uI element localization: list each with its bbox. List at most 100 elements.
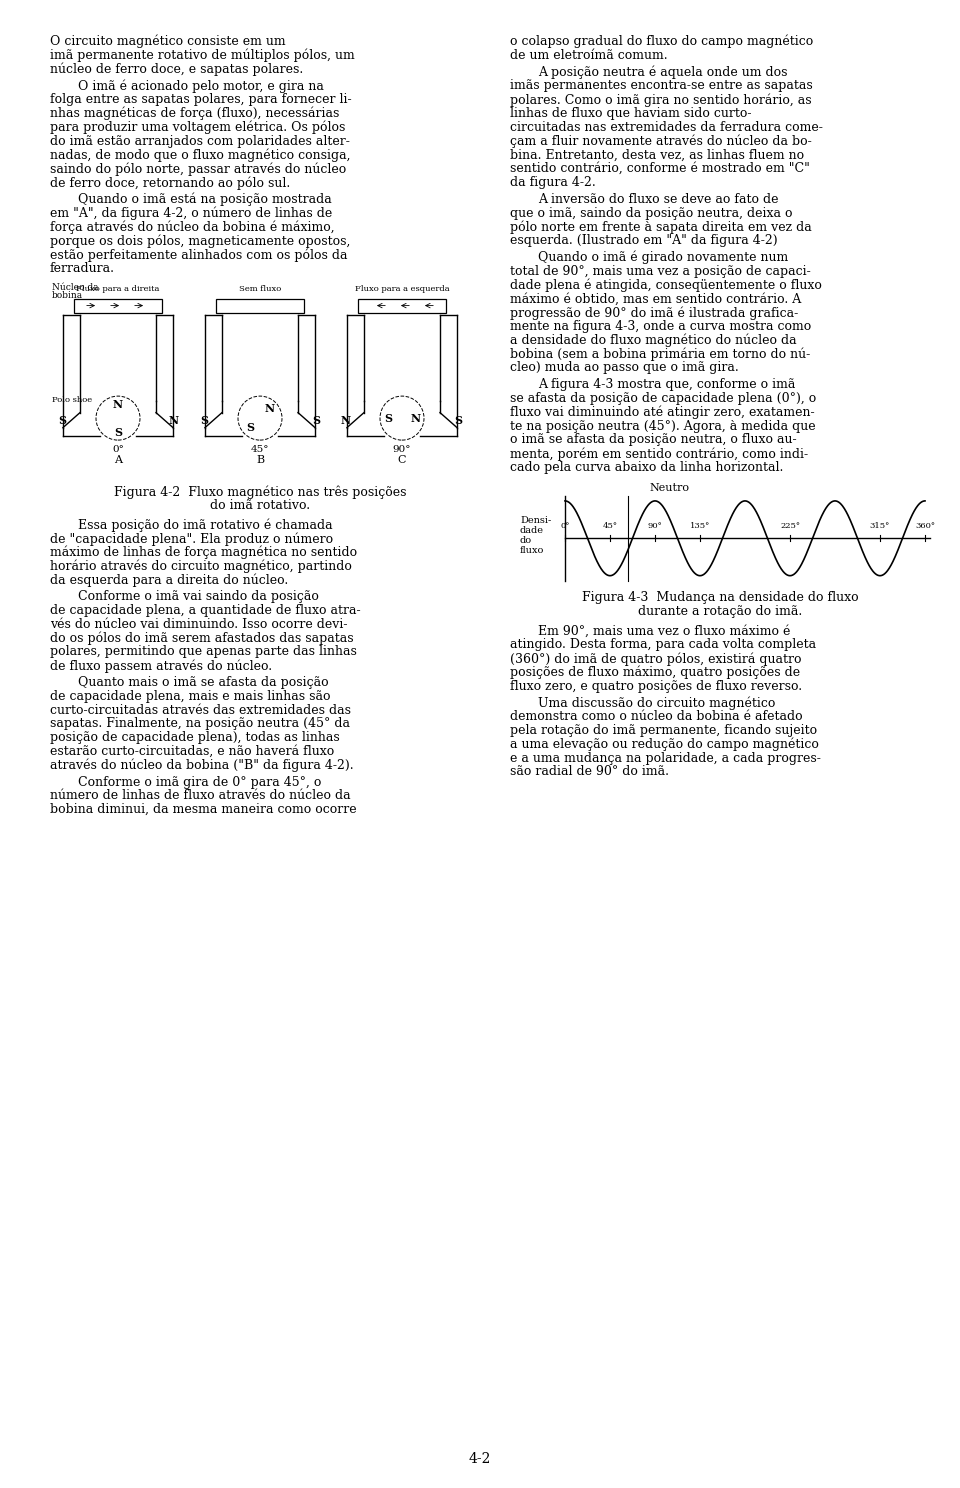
Text: esquerda. (Ilustrado em "A" da figura 4-2): esquerda. (Ilustrado em "A" da figura 4-… [510, 234, 778, 247]
Text: de capacidade plena, a quantidade de fluxo atra-: de capacidade plena, a quantidade de flu… [50, 604, 361, 618]
Text: S: S [246, 423, 254, 433]
Text: polares, permitindo que apenas parte das linhas: polares, permitindo que apenas parte das… [50, 646, 357, 658]
Text: força através do núcleo da bobina é máximo,: força através do núcleo da bobina é máxi… [50, 220, 335, 234]
Bar [358, 299, 446, 312]
Text: o colapso gradual do fluxo do campo magnético: o colapso gradual do fluxo do campo magn… [510, 36, 813, 49]
Text: S: S [384, 412, 392, 424]
Text: atingido. Desta forma, para cada volta completa: atingido. Desta forma, para cada volta c… [510, 638, 816, 652]
Text: çam a fluir novamente através do núcleo da bo-: çam a fluir novamente através do núcleo … [510, 134, 812, 149]
Text: da figura 4-2.: da figura 4-2. [510, 176, 596, 189]
Text: fluxo: fluxo [520, 546, 544, 555]
Text: de ferro doce, retornando ao pólo sul.: de ferro doce, retornando ao pólo sul. [50, 176, 290, 189]
Text: cleo) muda ao passo que o imã gira.: cleo) muda ao passo que o imã gira. [510, 362, 739, 375]
Text: (360°) do imã de quatro pólos, existirá quatro: (360°) do imã de quatro pólos, existirá … [510, 652, 802, 665]
Text: bobina diminui, da mesma maneira como ocorre: bobina diminui, da mesma maneira como oc… [50, 804, 356, 817]
Text: circuitadas nas extremidades da ferradura come-: circuitadas nas extremidades da ferradur… [510, 121, 823, 134]
Text: N: N [341, 415, 351, 426]
Text: 225°: 225° [780, 522, 800, 530]
Text: vés do núcleo vai diminuindo. Isso ocorre devi-: vés do núcleo vai diminuindo. Isso ocorr… [50, 618, 348, 631]
Text: mente na figura 4-3, onde a curva mostra como: mente na figura 4-3, onde a curva mostra… [510, 320, 811, 333]
Text: sapatas. Finalmente, na posição neutra (45° da: sapatas. Finalmente, na posição neutra (… [50, 717, 350, 731]
Text: S: S [58, 415, 66, 426]
Text: se afasta da posição de capacidade plena (0°), o: se afasta da posição de capacidade plena… [510, 391, 816, 405]
Text: estão perfeitamente alinhados com os pólos da: estão perfeitamente alinhados com os pól… [50, 248, 348, 262]
Text: posições de fluxo máximo, quatro posições de: posições de fluxo máximo, quatro posiçõe… [510, 665, 800, 680]
Text: S: S [200, 415, 208, 426]
Text: de fluxo passem através do núcleo.: de fluxo passem através do núcleo. [50, 659, 272, 673]
Bar [216, 299, 304, 312]
Text: C: C [397, 455, 406, 464]
Text: Densi-: Densi- [520, 516, 551, 525]
Text: de um eletroímã comum.: de um eletroímã comum. [510, 49, 667, 62]
Text: Quanto mais o imã se afasta da posição: Quanto mais o imã se afasta da posição [78, 676, 328, 689]
Text: imã permanente rotativo de múltiplos pólos, um: imã permanente rotativo de múltiplos pól… [50, 49, 355, 62]
Text: de capacidade plena, mais e mais linhas são: de capacidade plena, mais e mais linhas … [50, 690, 330, 702]
Text: do os pólos do imã serem afastados das sapatas: do os pólos do imã serem afastados das s… [50, 631, 353, 646]
Text: polares. Como o imã gira no sentido horário, as: polares. Como o imã gira no sentido horá… [510, 94, 811, 107]
Text: menta, porém em sentido contrário, como indi-: menta, porém em sentido contrário, como … [510, 448, 808, 461]
Text: folga entre as sapatas polares, para fornecer li-: folga entre as sapatas polares, para for… [50, 94, 351, 106]
Text: bobina: bobina [52, 290, 84, 299]
Text: linhas de fluxo que haviam sido curto-: linhas de fluxo que haviam sido curto- [510, 107, 752, 121]
Text: Fluxo para a direita: Fluxo para a direita [76, 284, 159, 293]
Text: 0°: 0° [561, 522, 569, 530]
Text: Neutro: Neutro [650, 482, 689, 493]
Text: dade plena é atingida, conseqüentemente o fluxo: dade plena é atingida, conseqüentemente … [510, 278, 822, 292]
Text: 45°: 45° [603, 522, 617, 530]
Text: através do núcleo da bobina ("B" da figura 4-2).: através do núcleo da bobina ("B" da figu… [50, 759, 353, 772]
Text: Conforme o imã vai saindo da posição: Conforme o imã vai saindo da posição [78, 591, 319, 603]
Text: do imã rotativo.: do imã rotativo. [210, 500, 310, 512]
Text: cado pela curva abaixo da linha horizontal.: cado pela curva abaixo da linha horizont… [510, 461, 783, 475]
Text: A figura 4-3 mostra que, conforme o imã: A figura 4-3 mostra que, conforme o imã [538, 378, 796, 391]
Text: a uma elevação ou redução do campo magnético: a uma elevação ou redução do campo magné… [510, 738, 819, 751]
Text: pela rotação do imã permanente, ficando sujeito: pela rotação do imã permanente, ficando … [510, 725, 817, 737]
Text: S: S [114, 427, 122, 437]
Text: núcleo de ferro doce, e sapatas polares.: núcleo de ferro doce, e sapatas polares. [50, 62, 303, 76]
Text: te na posição neutra (45°). Agora, à medida que: te na posição neutra (45°). Agora, à med… [510, 420, 816, 433]
Text: posição de capacidade plena), todas as linhas: posição de capacidade plena), todas as l… [50, 731, 340, 744]
Text: Quando o imã está na posição mostrada: Quando o imã está na posição mostrada [78, 193, 332, 207]
Text: Em 90°, mais uma vez o fluxo máximo é: Em 90°, mais uma vez o fluxo máximo é [538, 625, 790, 637]
Text: Sem fluxo: Sem fluxo [239, 284, 281, 293]
Text: A: A [114, 455, 122, 464]
Text: sentido contrário, conforme é mostrado em "C": sentido contrário, conforme é mostrado e… [510, 162, 810, 176]
Text: B: B [256, 455, 264, 464]
Text: de "capacidade plena". Ela produz o número: de "capacidade plena". Ela produz o núme… [50, 533, 333, 546]
Text: para produzir uma voltagem elétrica. Os pólos: para produzir uma voltagem elétrica. Os … [50, 121, 346, 134]
Text: número de linhas de fluxo através do núcleo da: número de linhas de fluxo através do núc… [50, 790, 350, 802]
Text: o imã se afasta da posição neutra, o fluxo au-: o imã se afasta da posição neutra, o flu… [510, 433, 797, 446]
Text: porque os dois pólos, magneticamente opostos,: porque os dois pólos, magneticamente opo… [50, 234, 350, 247]
Text: pólo norte em frente à sapata direita em vez da: pólo norte em frente à sapata direita em… [510, 220, 812, 234]
Text: imãs permanentes encontra-se entre as sapatas: imãs permanentes encontra-se entre as sa… [510, 79, 813, 92]
Text: 45°: 45° [251, 445, 269, 454]
Text: e a uma mudança na polaridade, a cada progres-: e a uma mudança na polaridade, a cada pr… [510, 751, 821, 765]
Text: são radial de 90° do imã.: são radial de 90° do imã. [510, 765, 669, 778]
Text: ferradura.: ferradura. [50, 262, 115, 275]
Text: curto-circuitadas através das extremidades das: curto-circuitadas através das extremidad… [50, 704, 351, 717]
Text: 315°: 315° [870, 522, 890, 530]
Text: máximo é obtido, mas em sentido contrário. A: máximo é obtido, mas em sentido contrári… [510, 293, 802, 305]
Text: N: N [113, 399, 123, 409]
Text: 90°: 90° [648, 522, 662, 530]
Text: Figura 4-2  Fluxo magnético nas três posições: Figura 4-2 Fluxo magnético nas três posi… [113, 485, 406, 498]
Text: do: do [520, 536, 532, 545]
Text: N: N [169, 415, 180, 426]
Text: Núcleo da: Núcleo da [52, 283, 99, 292]
Text: Polo shoe: Polo shoe [52, 396, 92, 403]
Text: Figura 4-3  Mudança na densidade do fluxo: Figura 4-3 Mudança na densidade do fluxo [582, 591, 858, 604]
Text: demonstra como o núcleo da bobina é afetado: demonstra como o núcleo da bobina é afet… [510, 710, 803, 723]
Text: da esquerda para a direita do núcleo.: da esquerda para a direita do núcleo. [50, 573, 288, 586]
Text: total de 90°, mais uma vez a posição de capaci-: total de 90°, mais uma vez a posição de … [510, 265, 811, 278]
Text: 4-2: 4-2 [468, 1452, 492, 1466]
Text: estarão curto-circuitadas, e não haverá fluxo: estarão curto-circuitadas, e não haverá … [50, 745, 334, 757]
Text: N: N [265, 403, 275, 414]
Text: Conforme o imã gira de 0° para 45°, o: Conforme o imã gira de 0° para 45°, o [78, 775, 322, 789]
Text: progressão de 90° do imã é ilustrada grafica-: progressão de 90° do imã é ilustrada gra… [510, 307, 799, 320]
Text: Fluxo para a esquerda: Fluxo para a esquerda [354, 284, 449, 293]
Text: Quando o imã é girado novamente num: Quando o imã é girado novamente num [538, 251, 788, 265]
Text: dade: dade [520, 525, 544, 534]
Text: máximo de linhas de força magnética no sentido: máximo de linhas de força magnética no s… [50, 546, 357, 559]
Text: fluxo zero, e quatro posições de fluxo reverso.: fluxo zero, e quatro posições de fluxo r… [510, 680, 803, 692]
Text: horário através do circuito magnético, partindo: horário através do circuito magnético, p… [50, 559, 352, 573]
Text: O imã é acionado pelo motor, e gira na: O imã é acionado pelo motor, e gira na [78, 79, 324, 92]
